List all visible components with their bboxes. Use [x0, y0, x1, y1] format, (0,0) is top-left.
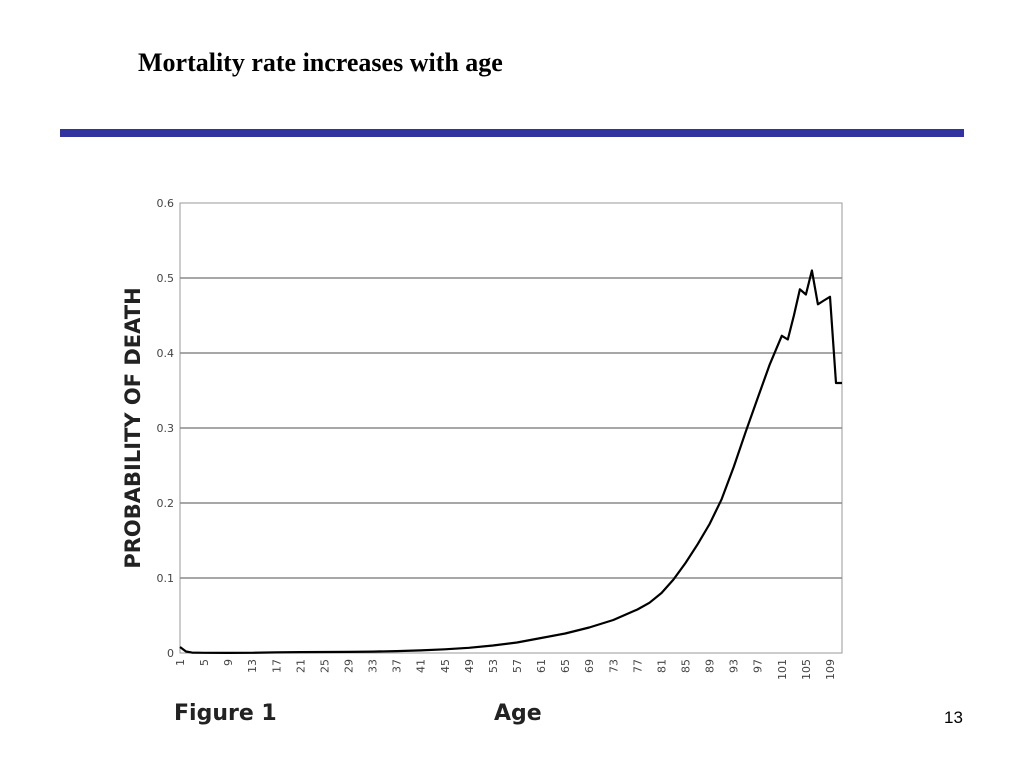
x-tick-label: 37 — [391, 659, 404, 673]
x-tick-label: 21 — [294, 659, 307, 673]
x-tick-label: 25 — [318, 659, 331, 673]
y-tick-label: 0.3 — [157, 422, 175, 435]
x-tick-label: 81 — [655, 659, 668, 673]
x-tick-labels: 1 5 9 13 17 21 25 29 33 37 41 45 49 53 57 61 65 69 73 77 81 8… — [174, 659, 837, 680]
x-tick-label: 33 — [367, 659, 380, 673]
x-tick-label: 17 — [270, 659, 283, 673]
x-tick-label: 109 — [824, 659, 837, 680]
x-tick-label: 97 — [752, 659, 765, 673]
x-tick-label: 49 — [463, 659, 476, 673]
x-tick-label: 69 — [583, 659, 596, 673]
x-tick-label: 13 — [246, 659, 259, 673]
x-tick-label: 9 — [222, 659, 235, 666]
x-tick-label: 85 — [680, 659, 693, 673]
x-tick-label: 89 — [704, 659, 717, 673]
series-line — [179, 269, 842, 654]
x-tick-label: 29 — [343, 659, 356, 673]
y-tick-label: 0.6 — [157, 197, 175, 210]
x-axis-label: Age — [494, 701, 542, 726]
x-tick-label: 41 — [415, 659, 428, 673]
x-tick-label: 53 — [487, 659, 500, 673]
grid-lines — [180, 277, 842, 579]
x-tick-label: 45 — [439, 659, 452, 673]
x-tick-label: 93 — [728, 659, 741, 673]
x-tick-label: 1 — [174, 659, 187, 666]
y-tick-label: 0.5 — [157, 272, 175, 285]
x-tick-label: 61 — [535, 659, 548, 673]
slide-title: Mortality rate increases with age — [138, 48, 503, 77]
y-tick-label: 0.4 — [157, 347, 175, 360]
x-tick-label: 101 — [776, 659, 789, 680]
x-tick-label: 77 — [631, 659, 644, 673]
x-tick-label: 5 — [198, 659, 211, 666]
figure-label: Figure 1 — [174, 701, 277, 726]
y-tick-labels: 0 0.1 0.2 0.3 0.4 0.5 0.6 — [157, 197, 175, 660]
x-tick-label: 105 — [800, 659, 813, 680]
y-tick-label: 0.1 — [157, 572, 175, 585]
y-tick-label: 0.2 — [157, 497, 175, 510]
x-tick-label: 65 — [559, 659, 572, 673]
y-tick-label: 0 — [167, 647, 174, 660]
slide-number: 13 — [944, 708, 963, 727]
mortality-chart: 0 0.1 0.2 0.3 0.4 0.5 0.6 1 5 9 13 17 21 25 29 33 37 41 4… — [121, 197, 843, 726]
x-tick-label: 57 — [511, 659, 524, 673]
x-tick-label: 73 — [607, 659, 620, 673]
y-axis-label: PROBABILITY OF DEATH — [121, 287, 145, 568]
title-rule — [60, 129, 964, 137]
